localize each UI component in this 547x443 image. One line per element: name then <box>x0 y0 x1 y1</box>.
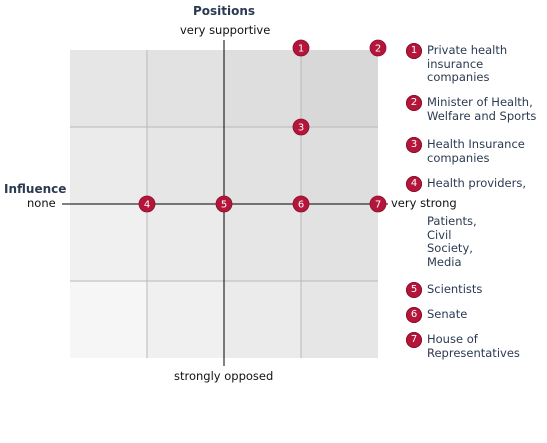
markers: 1 2 3 4 5 6 7 <box>138 39 387 213</box>
legend-line: Welfare and Sports <box>427 108 537 123</box>
legend-line: Health Insurance <box>427 137 525 151</box>
legend-label-6: Senate <box>427 307 468 322</box>
influence-axis-title: Influence <box>4 182 67 196</box>
grid-cell <box>224 50 301 127</box>
legend-line: Minister of Health, <box>427 95 533 109</box>
marker-circle <box>215 195 233 213</box>
legend-badge-4: 4 <box>406 176 422 192</box>
marker-number: 2 <box>375 44 381 55</box>
grid-cell <box>147 204 224 281</box>
legend-label-4: Health providers, <box>427 176 526 191</box>
legend-badge-7: 7 <box>406 332 422 348</box>
grid-cell <box>301 127 378 204</box>
marker-number: 1 <box>298 44 304 55</box>
marker-number: 6 <box>298 200 304 211</box>
marker-4: 4 <box>138 195 156 213</box>
grid-cell <box>224 204 301 281</box>
legend-line: companies <box>427 70 490 84</box>
right-axis-label: very strong <box>391 196 457 210</box>
legend-label-3: Health Insurance companies <box>427 137 525 165</box>
marker-3: 3 <box>292 118 310 136</box>
grid-cell <box>224 281 301 358</box>
marker-1: 1 <box>292 39 310 57</box>
legend-line: House of <box>427 332 478 346</box>
legend-label-7: House of Representatives <box>427 332 520 360</box>
legend-badge-2: 2 <box>406 95 422 111</box>
grid-cell <box>70 281 147 358</box>
grid-cell <box>147 127 224 204</box>
marker-number: 5 <box>221 200 227 211</box>
legend-label-5: Scientists <box>427 282 483 297</box>
grid-cell <box>301 204 378 281</box>
marker-number: 3 <box>298 123 304 134</box>
grid-cells <box>70 50 378 358</box>
marker-5: 5 <box>215 195 233 213</box>
legend-line: companies <box>427 150 490 165</box>
legend-line: Civil <box>427 227 452 242</box>
legend-line: Media <box>427 254 462 269</box>
legend-label-1: Private health insurance companies <box>427 43 508 85</box>
left-axis-label: none <box>27 196 56 210</box>
grid-cell <box>70 204 147 281</box>
legend-line: Representatives <box>427 345 520 360</box>
bottom-axis-label: strongly opposed <box>174 369 274 383</box>
top-axis-label: very supportive <box>180 23 271 37</box>
marker-circle <box>292 195 310 213</box>
marker-number: 7 <box>375 200 381 211</box>
grid-cell <box>70 127 147 204</box>
legend-label-2: Minister of Health, Welfare and Sports <box>427 95 537 123</box>
positions-axis-title: Positions <box>193 4 256 18</box>
grid-cell <box>301 281 378 358</box>
legend-line: Patients, <box>427 214 477 228</box>
legend-line: Private health <box>427 43 508 57</box>
legend-badge-1: 1 <box>406 43 422 59</box>
grid-cell <box>147 50 224 127</box>
legend-label-4-continued: Patients, Civil Society, Media <box>427 214 477 269</box>
marker-circle <box>369 39 387 57</box>
marker-7: 7 <box>369 195 387 213</box>
legend-badge-3: 3 <box>406 137 422 153</box>
legend-line: Health providers, <box>427 176 526 190</box>
grid-cell <box>301 50 378 127</box>
legend-line: insurance <box>427 56 484 71</box>
marker-circle <box>138 195 156 213</box>
marker-6: 6 <box>292 195 310 213</box>
marker-circle <box>369 195 387 213</box>
grid-cell <box>224 127 301 204</box>
marker-circle <box>292 39 310 57</box>
legend-line: Scientists <box>427 282 483 296</box>
legend-badge-6: 6 <box>406 307 422 323</box>
legend-line: Society, <box>427 241 473 255</box>
grid-cell <box>147 281 224 358</box>
legend-line: Senate <box>427 307 468 321</box>
marker-2: 2 <box>369 39 387 57</box>
marker-circle <box>292 118 310 136</box>
marker-number: 4 <box>144 200 150 211</box>
grid-cell <box>70 50 147 127</box>
legend-badge-5: 5 <box>406 282 422 298</box>
